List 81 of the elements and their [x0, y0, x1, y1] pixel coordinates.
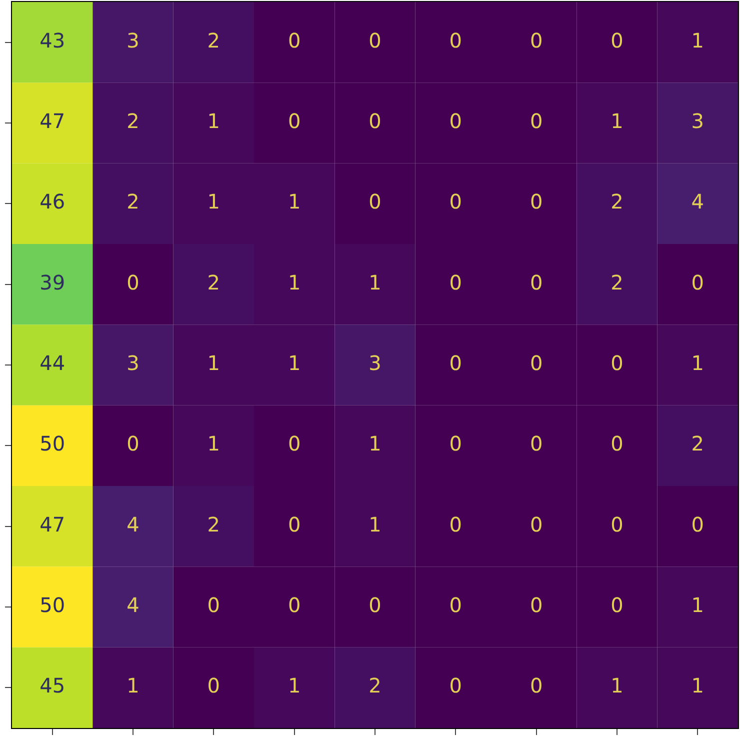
data-label: 4 [691, 190, 704, 214]
data-label: 0 [368, 109, 382, 133]
data-label: 2 [207, 270, 220, 294]
data-label: 0 [449, 351, 462, 375]
data-label: 0 [368, 593, 382, 617]
data-label: 39 [40, 270, 66, 294]
data-label: 4 [126, 593, 140, 617]
data-label: 0 [288, 432, 301, 456]
data-label: 46 [40, 190, 66, 214]
data-label: 0 [530, 674, 543, 698]
data-label: 0 [530, 109, 543, 133]
data-label: 0 [530, 432, 543, 456]
data-label: 0 [449, 28, 462, 52]
data-label: 0 [449, 270, 462, 294]
data-label: 2 [610, 190, 624, 214]
data-label: 1 [207, 351, 220, 375]
data-label: 0 [610, 351, 624, 375]
data-label: 0 [530, 190, 543, 214]
data-label: 1 [610, 109, 624, 133]
data-label: 0 [691, 512, 704, 536]
data-label: 1 [691, 28, 704, 52]
data-label: 1 [288, 190, 301, 214]
data-label: 2 [207, 28, 220, 52]
data-label: 2 [610, 270, 624, 294]
data-label: 0 [449, 109, 462, 133]
data-label: 1 [207, 432, 220, 456]
data-label: 2 [691, 432, 704, 456]
data-label: 2 [126, 109, 140, 133]
data-label: 1 [368, 512, 382, 536]
data-label: 1 [288, 270, 301, 294]
data-label: 4 [126, 512, 140, 536]
data-label: 0 [610, 593, 624, 617]
data-label: 0 [530, 270, 543, 294]
data-label: 44 [40, 351, 66, 375]
data-label: 1 [207, 109, 220, 133]
data-label: 0 [207, 593, 220, 617]
data-label: 0 [530, 512, 543, 536]
data-label: 2 [207, 512, 220, 536]
data-label: 50 [40, 432, 66, 456]
data-label: 45 [40, 674, 66, 698]
data-label: 3 [691, 109, 704, 133]
data-label: 1 [368, 270, 382, 294]
data-label: 0 [530, 28, 543, 52]
data-label: 0 [288, 593, 301, 617]
data-label: 0 [288, 109, 301, 133]
data-label: 0 [449, 190, 462, 214]
data-label: 47 [40, 109, 66, 133]
data-label: 1 [691, 593, 704, 617]
data-label: 1 [691, 674, 704, 698]
data-label: 0 [449, 593, 462, 617]
data-label: 0 [368, 28, 382, 52]
data-label: 3 [368, 351, 382, 375]
data-label: 1 [610, 674, 624, 698]
data-label: 0 [288, 28, 301, 52]
data-label: 0 [449, 674, 462, 698]
data-label: 0 [610, 512, 624, 536]
data-label: 1 [126, 674, 140, 698]
data-label: 0 [449, 432, 462, 456]
data-label: 0 [610, 28, 624, 52]
data-label: 0 [691, 270, 704, 294]
data-label: 0 [449, 512, 462, 536]
data-label: 2 [126, 190, 140, 214]
data-label: 1 [691, 351, 704, 375]
data-label: 43 [40, 28, 66, 52]
data-label: 47 [40, 512, 66, 536]
data-label: 0 [207, 674, 220, 698]
data-label: 1 [207, 190, 220, 214]
data-label: 0 [530, 593, 543, 617]
data-label: 3 [126, 28, 140, 52]
data-label: 50 [40, 593, 66, 617]
data-label: 0 [610, 432, 624, 456]
data-label: 0 [530, 351, 543, 375]
data-label: 1 [368, 432, 382, 456]
data-label: 1 [288, 351, 301, 375]
data-label: 3 [126, 351, 140, 375]
data-label: 0 [368, 190, 382, 214]
data-label: 1 [288, 674, 301, 698]
data-label: 0 [126, 270, 140, 294]
data-label: 0 [288, 512, 301, 536]
data-label: 0 [126, 432, 140, 456]
data-label: 2 [368, 674, 382, 698]
